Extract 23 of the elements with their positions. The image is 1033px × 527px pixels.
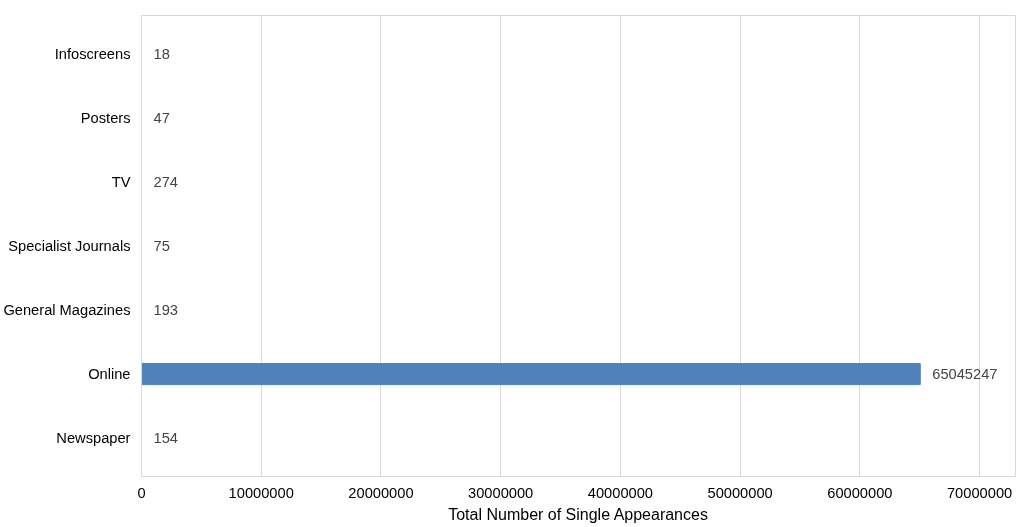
y-tick-label: General Magazines <box>3 302 131 319</box>
y-tick-label: Infoscreens <box>54 45 131 62</box>
data-label: 18 <box>153 45 170 62</box>
y-tick-label: Online <box>88 366 131 383</box>
y-tick-label: Posters <box>80 109 131 126</box>
data-label: 75 <box>153 238 170 254</box>
y-tick-label: Specialist Journals <box>8 238 131 254</box>
data-label: 193 <box>153 302 178 319</box>
x-tick-label: 10000000 <box>228 484 294 501</box>
y-tick-label: Newspaper <box>56 430 131 447</box>
data-label: 154 <box>153 430 178 447</box>
x-tick-label: 0 <box>137 484 146 501</box>
data-label: 47 <box>153 109 170 126</box>
data-label: 274 <box>153 173 178 190</box>
x-tick-label: 30000000 <box>468 484 534 501</box>
x-tick-label: 70000000 <box>946 484 1013 501</box>
data-label: 65045247 <box>932 366 998 383</box>
x-tick-label: 20000000 <box>348 484 414 501</box>
x-axis-title: Total Number of Single Appearances <box>448 505 708 523</box>
x-tick-label: 40000000 <box>587 484 654 501</box>
x-tick-label: 60000000 <box>827 484 893 501</box>
y-tick-label: TV <box>111 173 131 190</box>
x-tick-label: 50000000 <box>707 484 773 501</box>
